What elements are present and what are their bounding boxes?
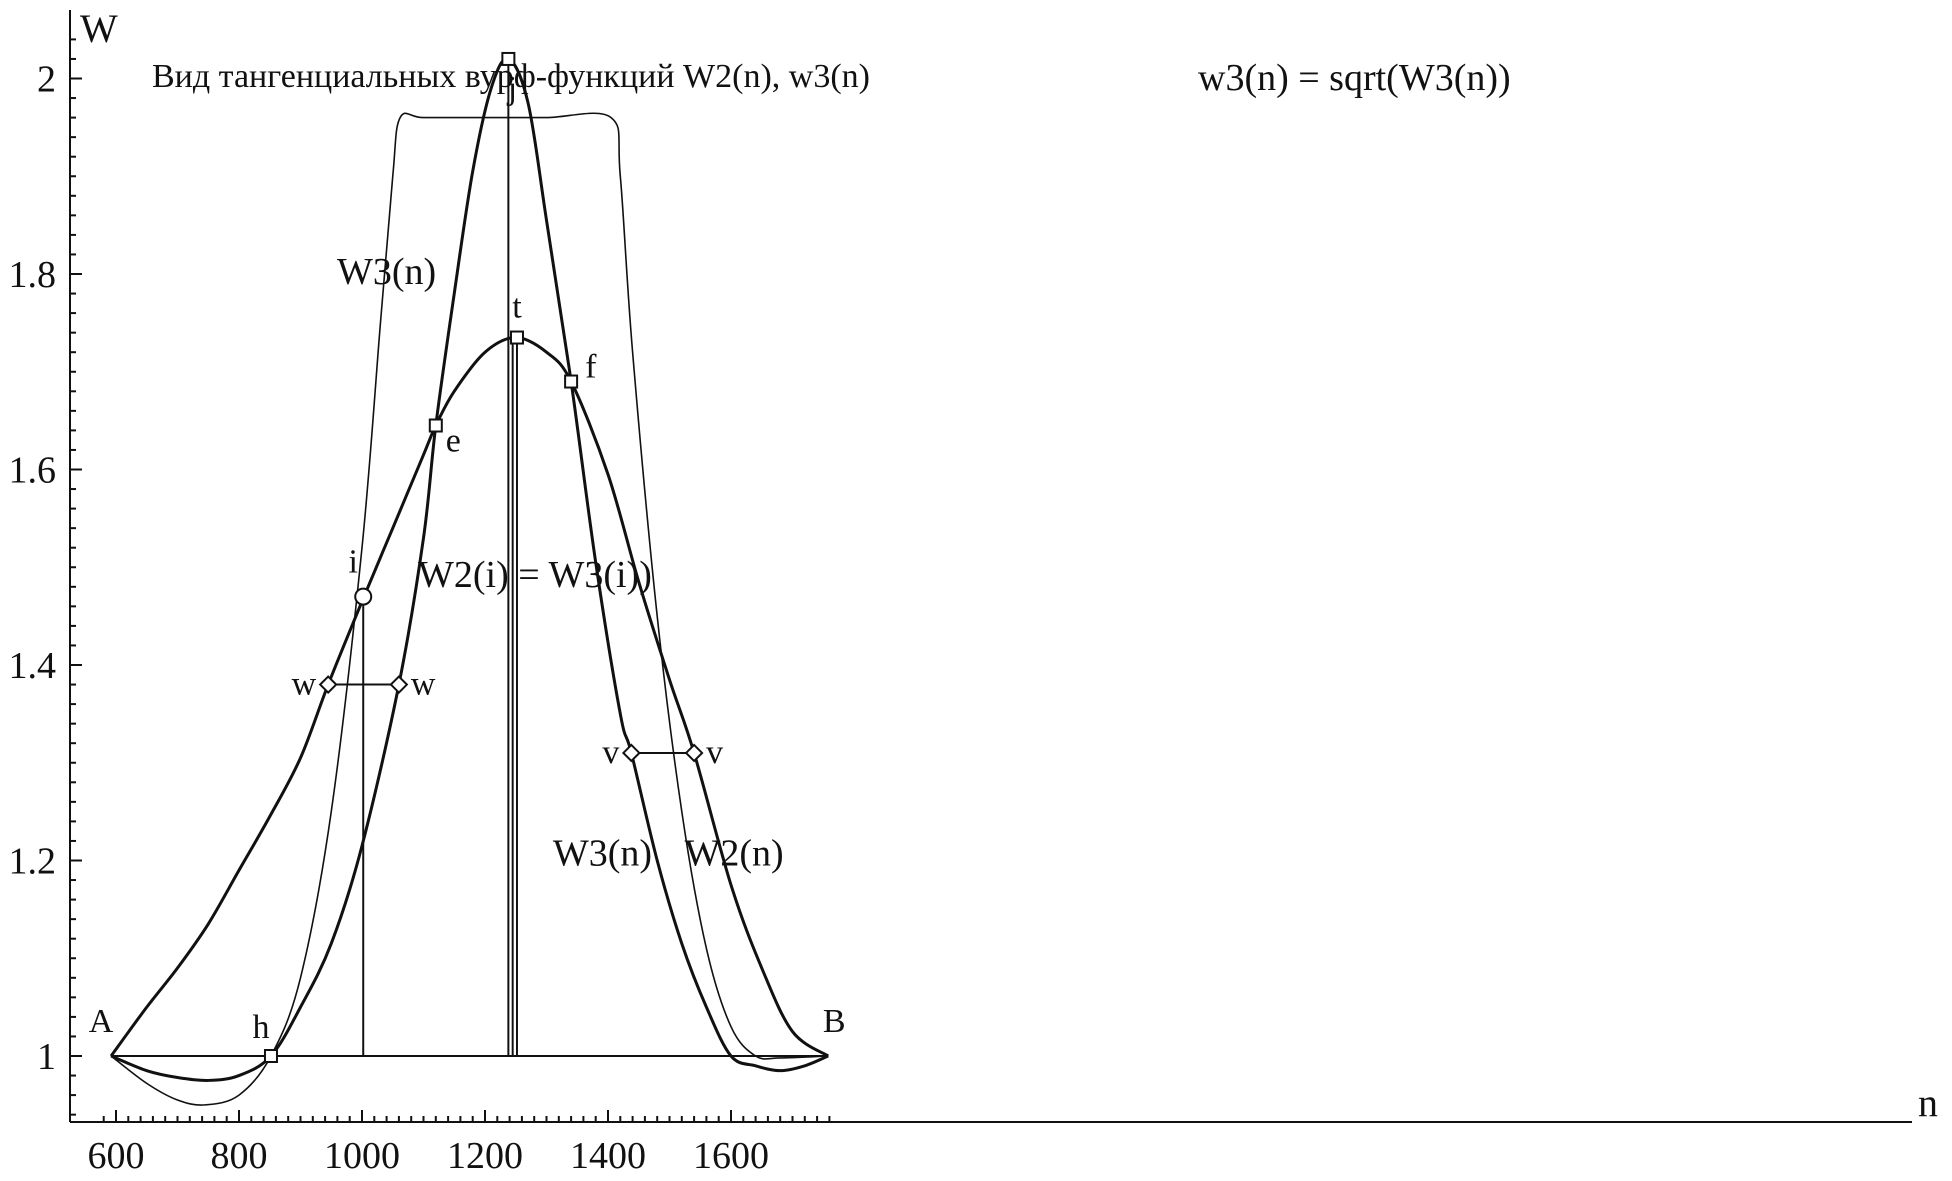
point-B-label: B: [823, 1003, 846, 1040]
point-v-label: v: [602, 734, 619, 771]
ticks: 600 800 1000 1200 1400 1600 1 1.2 1.4 1.6 1.8 2: [9, 38, 831, 1177]
x-tick-label: 600: [88, 1135, 145, 1177]
point-w-marker: [389, 675, 409, 694]
point-f-label: f: [585, 349, 597, 386]
point-j-label: j: [507, 70, 517, 107]
point-A-label: A: [89, 1003, 114, 1040]
y-axis-label: W: [80, 6, 118, 51]
curve-label: W2(n): [684, 832, 783, 874]
series-w3n-line: [110, 112, 829, 1106]
series-w2n-line: [109, 336, 830, 1058]
point-h-marker: [263, 1049, 278, 1063]
segments: [111, 58, 829, 1057]
x-tick-label: 1400: [570, 1135, 646, 1177]
point-i-marker: [354, 587, 373, 606]
point-h-label: h: [252, 1009, 269, 1046]
point-t-label: t: [512, 289, 522, 326]
point-v-label: v: [706, 734, 723, 771]
point-w-marker: [318, 675, 338, 694]
curve-label: W3(n): [337, 251, 436, 293]
series-w3n-line: [110, 57, 829, 1082]
point-e-label: e: [446, 423, 461, 460]
x-tick-label: 1600: [693, 1135, 769, 1177]
y-tick-label: 1.6: [9, 450, 57, 492]
point-v-marker: [684, 743, 704, 763]
point-v-marker: [621, 743, 641, 763]
x-tick-label: 1000: [324, 1135, 400, 1177]
curve-label: W3(n): [553, 832, 652, 874]
equality-annotation: W2(i) = W3(i)): [418, 554, 652, 596]
chart-title: Вид тангенциальных вурф-функций W2(n), w…: [152, 58, 870, 95]
y-tick-label: 1.4: [9, 645, 57, 687]
labels: W n Вид тангенциальных вурф-функций W2(n…: [80, 6, 1938, 1125]
y-tick-label: 2: [37, 59, 56, 101]
point-j-marker: [501, 51, 516, 66]
markers: A Bh i e j t f w w v v: [89, 51, 846, 1063]
point-f-marker: [564, 374, 579, 389]
y-tick-label: 1: [37, 1036, 56, 1078]
point-w-label: w: [411, 666, 436, 703]
point-w-label: w: [292, 666, 317, 703]
y-tick-label: 1.8: [9, 254, 57, 296]
point-i-label: i: [349, 544, 358, 581]
y-tick-label: 1.2: [9, 841, 57, 883]
x-tick-label: 800: [211, 1135, 268, 1177]
x-axis-label: n: [1918, 1080, 1938, 1125]
formula-annotation: w3(n) = sqrt(W3(n)): [1198, 57, 1511, 99]
point-t-marker: [509, 330, 524, 345]
x-tick-label: 1200: [447, 1135, 523, 1177]
point-e-marker: [428, 418, 443, 433]
axes: [69, 10, 1912, 1123]
